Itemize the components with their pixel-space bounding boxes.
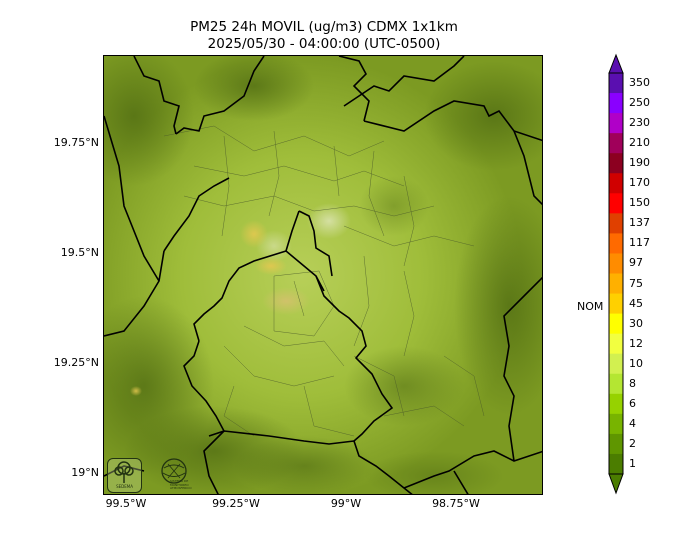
terrain-map [104, 56, 542, 494]
hotspot [255, 257, 287, 275]
colorbar-segment [609, 93, 623, 114]
colorbar-segment [609, 433, 623, 455]
colorbar-segment [609, 153, 623, 174]
colorbar-min-arrow [608, 473, 624, 495]
colorbar-segment [609, 313, 623, 335]
simat-logo-text: SISTEMA DE MONITOREO ATMOSFERICO [170, 479, 192, 490]
sedema-logo-text: SEDEMA [116, 484, 133, 489]
colorbar-max-arrow [608, 53, 624, 74]
lon-tick-label: 99°W [330, 497, 362, 510]
colorbar-segment [609, 113, 623, 134]
map-timestamp: 2025/05/30 - 04:00:00 (UTC-0500) [207, 36, 441, 52]
lat-tick-label: 19.5°N [60, 246, 99, 259]
colorbar-outline [608, 72, 624, 475]
monitoring-globe-icon [161, 458, 187, 484]
colorbar-segment [609, 233, 623, 254]
colorbar-level-label: 12 [629, 336, 643, 350]
map-title: PM25 24h MOVIL (ug/m3) CDMX 1x1km [190, 19, 458, 35]
lat-tick-label: 19°N [71, 466, 99, 479]
colorbar-level-label: 4 [629, 416, 636, 430]
colorbar-segment [609, 213, 623, 234]
colorbar-level-label: 137 [629, 216, 650, 230]
colorbar-segment [609, 333, 623, 355]
colorbar-segment [609, 373, 623, 395]
colorbar-segment [609, 193, 623, 214]
hotspot [240, 220, 268, 248]
colorbar-level-label: 250 [629, 96, 650, 110]
lat-tick-label: 19.25°N [53, 356, 99, 369]
colorbar-level-label: 30 [629, 316, 643, 330]
colorbar-segment [609, 293, 623, 315]
hotspot [130, 386, 142, 396]
lon-tick-label: 98.75°W [432, 497, 480, 510]
tree-icon [114, 461, 134, 483]
colorbar-level-label: 2 [629, 436, 636, 450]
nom-threshold-label: NOM [577, 300, 604, 313]
colorbar-segment [609, 393, 623, 415]
simat-logo: SISTEMA DE MONITOREO ATMOSFERICO [156, 456, 196, 492]
colorbar-segment [609, 273, 623, 295]
colorbar-segment [609, 173, 623, 194]
colorbar-segment [609, 133, 623, 154]
colorbar [608, 53, 624, 495]
map-panel: SEDEMA SISTEMA DE MONITOREO ATMOSFERICO [103, 55, 543, 495]
colorbar-segment [609, 73, 623, 94]
municipal-boundaries [163, 125, 485, 437]
colorbar-level-label: 6 [629, 396, 636, 410]
colorbar-level-label: 10 [629, 356, 643, 370]
colorbar-level-label: 45 [629, 296, 643, 310]
colorbar-level-label: 8 [629, 376, 636, 390]
colorbar-level-label: 1 [629, 456, 636, 470]
colorbar-level-label: 75 [629, 276, 643, 290]
lat-tick-label: 19.75°N [53, 136, 99, 149]
lon-tick-label: 99.5°W [105, 497, 147, 510]
colorbar-segment [609, 353, 623, 375]
colorbar-segment [609, 413, 623, 435]
colorbar-level-label: 170 [629, 176, 650, 190]
lon-tick-label: 99.25°W [212, 497, 260, 510]
colorbar-level-label: 210 [629, 136, 650, 150]
colorbar-level-label: 190 [629, 156, 650, 170]
colorbar-segment [609, 253, 623, 274]
colorbar-level-label: 150 [629, 196, 650, 210]
colorbar-level-label: 350 [629, 76, 650, 90]
colorbar-level-label: 117 [629, 236, 650, 250]
sedema-logo: SEDEMA [107, 458, 142, 493]
colorbar-level-label: 230 [629, 116, 650, 130]
colorbar-level-label: 97 [629, 256, 643, 270]
state-boundaries [104, 56, 542, 494]
colorbar-segment [609, 453, 623, 475]
hotspot [262, 287, 310, 315]
